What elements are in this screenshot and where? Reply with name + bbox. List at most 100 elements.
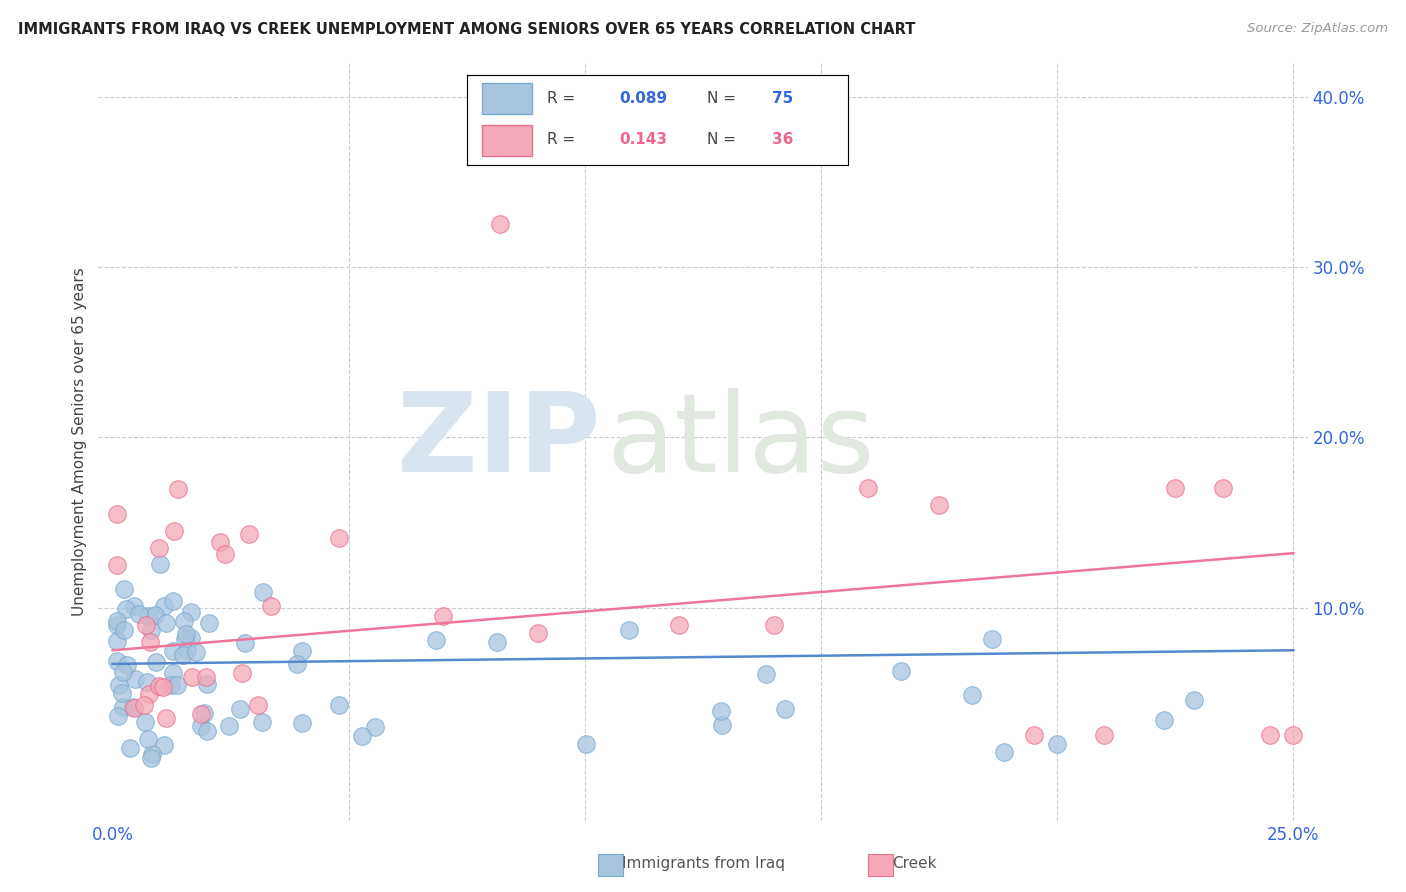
Point — [233, 636, 256, 650]
Text: Source: ZipAtlas.com: Source: ZipAtlas.com — [1247, 22, 1388, 36]
Point — [173, 614, 195, 628]
Point — [198, 616, 221, 631]
Point — [1022, 728, 1045, 742]
Point — [180, 670, 202, 684]
Text: Creek: Creek — [891, 856, 936, 871]
Point — [111, 686, 134, 700]
Point — [148, 679, 170, 693]
Point — [858, 482, 880, 496]
Point — [111, 665, 134, 679]
Text: Immigrants from Iraq: Immigrants from Iraq — [621, 856, 785, 871]
Point — [145, 655, 167, 669]
Text: atlas: atlas — [606, 388, 875, 495]
Point — [176, 627, 198, 641]
Point — [153, 599, 176, 613]
Point — [139, 624, 162, 638]
Point — [960, 688, 983, 702]
Point — [149, 557, 172, 571]
Point — [134, 715, 156, 730]
Point — [112, 582, 135, 596]
Point — [773, 702, 796, 716]
Point — [890, 664, 912, 678]
Point — [250, 715, 273, 730]
Point — [124, 672, 146, 686]
Point — [118, 740, 141, 755]
Point — [252, 585, 274, 599]
Point — [162, 666, 184, 681]
Point — [138, 688, 160, 702]
Point — [174, 632, 197, 647]
Point — [1182, 693, 1205, 707]
Point — [155, 711, 177, 725]
Point — [107, 709, 129, 723]
Point — [112, 699, 135, 714]
Point — [114, 601, 136, 615]
Point — [328, 698, 350, 712]
Point — [285, 657, 308, 671]
Point — [132, 698, 155, 712]
Point — [180, 605, 202, 619]
Point — [364, 720, 387, 734]
Point — [135, 617, 157, 632]
Point — [148, 541, 170, 555]
Point — [1212, 482, 1234, 496]
Point — [291, 716, 314, 731]
Point — [668, 617, 690, 632]
Point — [425, 633, 447, 648]
Point — [112, 623, 135, 637]
Point — [136, 674, 159, 689]
Point — [105, 617, 128, 632]
Point — [214, 547, 236, 561]
Point — [190, 707, 212, 722]
Point — [143, 608, 166, 623]
Point — [231, 665, 253, 680]
Point — [121, 700, 143, 714]
Point — [153, 738, 176, 752]
Point — [993, 746, 1015, 760]
Point — [115, 657, 138, 672]
Point — [1094, 728, 1116, 742]
Point — [1046, 737, 1069, 751]
Point — [575, 737, 598, 751]
Point — [105, 507, 128, 521]
Point — [128, 607, 150, 621]
Point — [152, 680, 174, 694]
Point — [981, 632, 1004, 646]
Point — [180, 632, 202, 646]
Point — [218, 719, 240, 733]
Point — [122, 700, 145, 714]
Point — [526, 626, 548, 640]
Point — [246, 698, 269, 713]
Point — [208, 534, 231, 549]
Point — [105, 634, 128, 648]
Point — [176, 643, 198, 657]
Point — [229, 702, 252, 716]
Point — [139, 634, 162, 648]
Point — [190, 719, 212, 733]
Point — [489, 217, 512, 231]
Point — [122, 599, 145, 614]
Y-axis label: Unemployment Among Seniors over 65 years: Unemployment Among Seniors over 65 years — [72, 268, 87, 615]
Point — [1258, 728, 1281, 742]
Point — [162, 644, 184, 658]
Point — [291, 644, 314, 658]
Point — [193, 706, 215, 720]
Point — [710, 704, 733, 718]
Point — [195, 677, 218, 691]
Text: IMMIGRANTS FROM IRAQ VS CREEK UNEMPLOYMENT AMONG SENIORS OVER 65 YEARS CORRELATI: IMMIGRANTS FROM IRAQ VS CREEK UNEMPLOYME… — [18, 22, 915, 37]
Point — [1282, 728, 1305, 742]
Point — [172, 648, 194, 663]
Point — [619, 623, 641, 637]
Point — [710, 718, 733, 732]
Point — [163, 524, 186, 538]
Point — [166, 677, 188, 691]
Point — [928, 499, 950, 513]
Point — [195, 723, 218, 738]
Point — [105, 615, 128, 629]
Point — [485, 635, 508, 649]
Point — [184, 645, 207, 659]
Point — [1164, 482, 1187, 496]
Point — [352, 729, 374, 743]
Point — [139, 751, 162, 765]
Point — [762, 617, 785, 632]
